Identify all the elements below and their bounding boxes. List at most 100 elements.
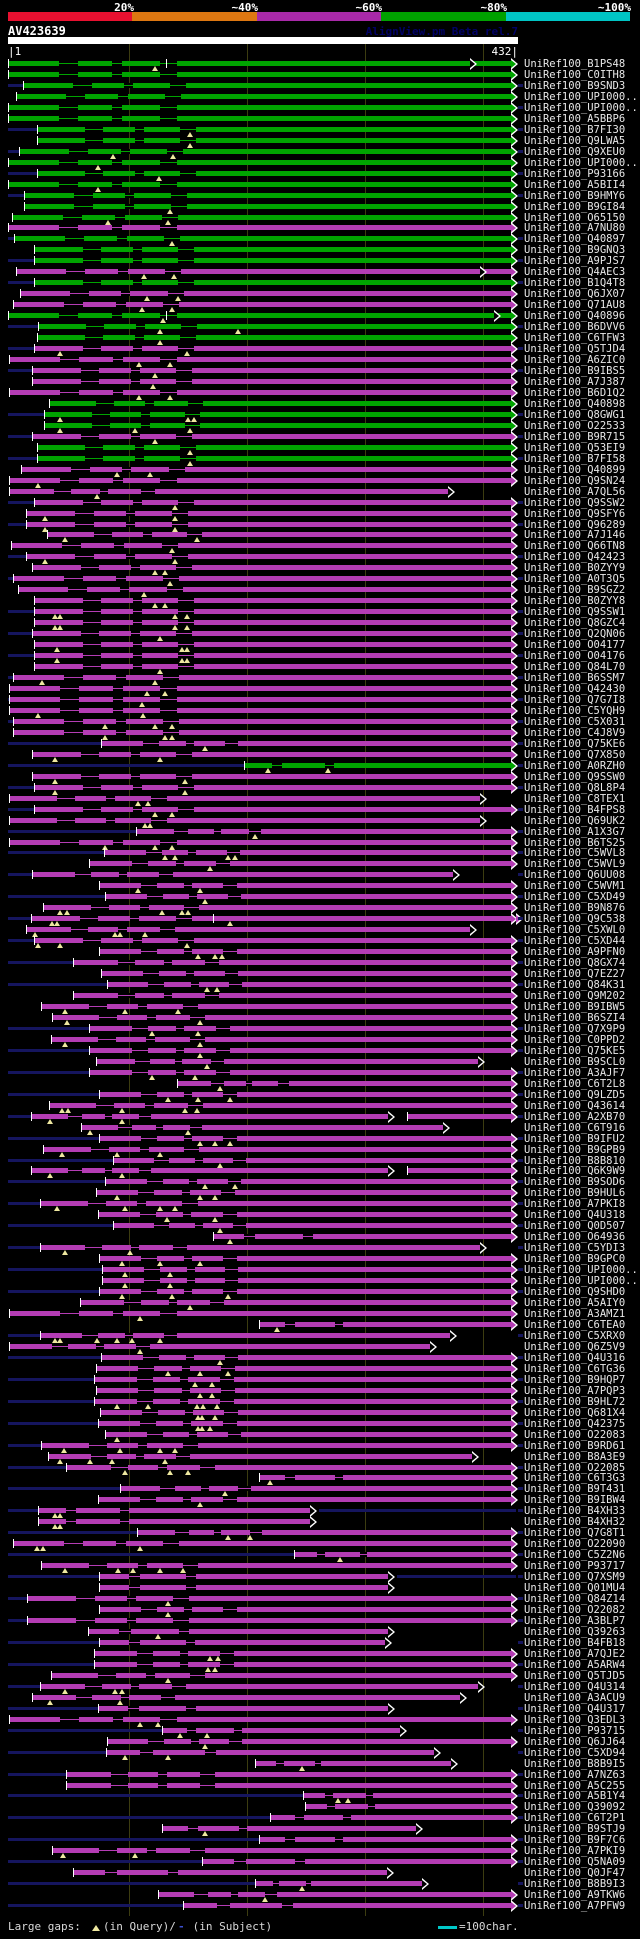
alignment-row[interactable]: UniRef100_C5WVL8 (0, 847, 640, 860)
hit-accession-label[interactable]: UniRef100_C0PPD2 (524, 1034, 626, 1046)
alignment-row[interactable]: UniRef100_Q9SHD0 (0, 1286, 640, 1299)
alignment-row[interactable]: UniRef100_B9STJ9 (0, 1823, 640, 1836)
alignment-row[interactable]: UniRef100_C5YQH9 (0, 705, 640, 718)
alignment-row[interactable]: UniRef100_B4FPS8 (0, 804, 640, 817)
hit-accession-label[interactable]: UniRef100_B9SOD6 (524, 1176, 626, 1188)
hit-accession-label[interactable]: UniRef100_C5XRX0 (524, 1330, 626, 1342)
hit-bar[interactable] (35, 500, 511, 505)
hit-accession-label[interactable]: UniRef100_C6TEA0 (524, 1319, 626, 1331)
hit-bar[interactable] (39, 1519, 310, 1524)
hit-accession-label[interactable]: UniRef100_B8A3E9 (524, 1451, 626, 1463)
hit-bar[interactable] (50, 1103, 511, 1108)
hit-bar[interactable] (9, 72, 511, 77)
hit-accession-label[interactable]: UniRef100_Q8L8P4 (524, 782, 626, 794)
hit-accession-label[interactable]: UniRef100_C6TG36 (524, 1363, 626, 1375)
alignment-row[interactable]: UniRef100_A9TKW6 (0, 1889, 640, 1902)
hit-bar[interactable] (42, 1004, 511, 1009)
alignment-row[interactable]: UniRef100_Q4U316 (0, 1352, 640, 1365)
hit-accession-label[interactable]: UniRef100_B4FPS8 (524, 804, 626, 816)
hit-accession-label[interactable]: UniRef100_Q9SSW1 (524, 606, 626, 618)
hit-accession-label[interactable]: UniRef100_Q9SN24 (524, 475, 626, 487)
hit-accession-label[interactable]: UniRef100_B9T431 (524, 1483, 626, 1495)
alignment-row[interactable]: UniRef100_Q43614 (0, 1100, 640, 1113)
hit-bar[interactable] (10, 489, 448, 494)
hit-bar[interactable] (24, 83, 511, 88)
alignment-row[interactable]: UniRef100_Q84K31 (0, 979, 640, 992)
hit-bar[interactable] (9, 105, 511, 110)
hit-bar[interactable] (89, 1629, 388, 1634)
alignment-row[interactable]: UniRef100_B9R715 (0, 431, 640, 444)
hit-accession-label[interactable]: UniRef100_B9HMY6 (524, 190, 626, 202)
hit-accession-label[interactable]: UniRef100_Q9LWA5 (524, 135, 626, 147)
hit-bar[interactable] (50, 401, 511, 406)
hit-accession-label[interactable]: UniRef100_C5YQH9 (524, 705, 626, 717)
hit-accession-label[interactable]: UniRef100_B9GNQ3 (524, 244, 626, 256)
hit-bar[interactable] (27, 927, 470, 932)
hit-bar[interactable] (67, 1772, 511, 1777)
hit-bar[interactable] (21, 291, 511, 296)
alignment-row[interactable]: UniRef100_O22085 (0, 1462, 640, 1475)
hit-accession-label[interactable]: UniRef100_O22082 (524, 1604, 626, 1616)
hit-accession-label[interactable]: UniRef100_Q71AU8 (524, 299, 626, 311)
alignment-row[interactable]: UniRef100_Q9M202 (0, 990, 640, 1002)
alignment-row[interactable]: UniRef100_B6TS25 (0, 837, 640, 850)
hit-bar[interactable] (33, 631, 511, 636)
alignment-row[interactable]: UniRef100_B4XH33 (0, 1505, 640, 1518)
alignment-row[interactable]: UniRef100_Q681X4 (0, 1407, 640, 1420)
hit-bar[interactable] (10, 478, 511, 483)
hit-bar[interactable] (10, 1344, 430, 1349)
hit-bar[interactable] (38, 445, 511, 450)
hit-accession-label[interactable]: UniRef100_B9HUL6 (524, 1187, 626, 1199)
hit-bar[interactable] (35, 620, 511, 625)
hit-bar[interactable] (33, 1695, 460, 1700)
hit-bar[interactable] (408, 1114, 511, 1119)
hit-accession-label[interactable]: UniRef100_UPI000.. (524, 102, 638, 114)
alignment-row[interactable]: UniRef100_B6DVV6 (0, 321, 640, 334)
alignment-row[interactable]: UniRef100_B8A3E9 (0, 1451, 640, 1464)
hit-accession-label[interactable]: UniRef100_B6D1Q2 (524, 387, 626, 399)
alignment-row[interactable]: UniRef100_A9PJS7 (0, 255, 640, 267)
hit-bar[interactable] (35, 653, 511, 658)
hit-bar[interactable] (271, 1815, 511, 1820)
alignment-row[interactable]: UniRef100_A5BII4 (0, 179, 640, 192)
hit-bar[interactable] (97, 1190, 511, 1195)
hit-accession-label[interactable]: UniRef100_Q84L70 (524, 661, 626, 673)
hit-accession-label[interactable]: UniRef100_B7FI58 (524, 453, 626, 465)
alignment-row[interactable]: UniRef100_O04177 (0, 639, 640, 652)
hit-bar[interactable] (14, 719, 511, 724)
alignment-row[interactable]: UniRef100_B9SND3 (0, 80, 640, 92)
alignment-row[interactable]: UniRef100_B9F7C6 (0, 1834, 640, 1846)
alignment-row[interactable]: UniRef100_Q7EZ27 (0, 968, 640, 980)
alignment-row[interactable]: UniRef100_UPI000.. (0, 157, 640, 170)
hit-bar[interactable] (74, 993, 511, 998)
hit-accession-label[interactable]: UniRef100_Q39092 (524, 1801, 626, 1813)
alignment-row[interactable]: UniRef100_B4FB18 (0, 1637, 640, 1649)
hit-accession-label[interactable]: UniRef100_Q8GX74 (524, 957, 626, 969)
alignment-row[interactable]: UniRef100_A5BBP6 (0, 113, 640, 125)
hit-bar[interactable] (159, 1892, 511, 1897)
alignment-row[interactable]: UniRef100_UPI000.. (0, 1275, 640, 1288)
alignment-row[interactable]: UniRef100_A5AIY0 (0, 1297, 640, 1310)
alignment-row[interactable]: UniRef100_Q5NA09 (0, 1856, 640, 1868)
alignment-row[interactable]: UniRef100_A7J146 (0, 529, 640, 542)
alignment-row[interactable]: UniRef100_B1PS48 (0, 58, 640, 71)
hit-bar[interactable] (99, 1706, 388, 1711)
hit-bar[interactable] (9, 61, 511, 66)
hit-accession-label[interactable]: UniRef100_B8B9I5 (524, 1758, 626, 1770)
alignment-row[interactable]: UniRef100_Q40896 (0, 310, 640, 323)
hit-bar[interactable] (114, 1158, 511, 1163)
hit-bar[interactable] (108, 982, 511, 987)
hit-bar[interactable] (35, 247, 511, 252)
hit-accession-label[interactable]: UniRef100_Q4U316 (524, 1352, 626, 1364)
hit-bar[interactable] (90, 1026, 511, 1031)
hit-bar[interactable] (260, 1322, 511, 1327)
hit-bar[interactable] (100, 1640, 385, 1645)
hit-bar[interactable] (99, 1497, 511, 1502)
alignment-row[interactable]: UniRef100_Q42423 (0, 551, 640, 564)
hit-accession-label[interactable]: UniRef100_A7PFW9 (524, 1900, 626, 1912)
hit-accession-label[interactable]: UniRef100_B6DVV6 (524, 321, 626, 333)
hit-accession-label[interactable]: UniRef100_B7FI30 (524, 124, 626, 136)
hit-bar[interactable] (95, 1377, 511, 1382)
alignment-row[interactable]: UniRef100_C6T916 (0, 1122, 640, 1135)
hit-bar[interactable] (14, 302, 511, 307)
